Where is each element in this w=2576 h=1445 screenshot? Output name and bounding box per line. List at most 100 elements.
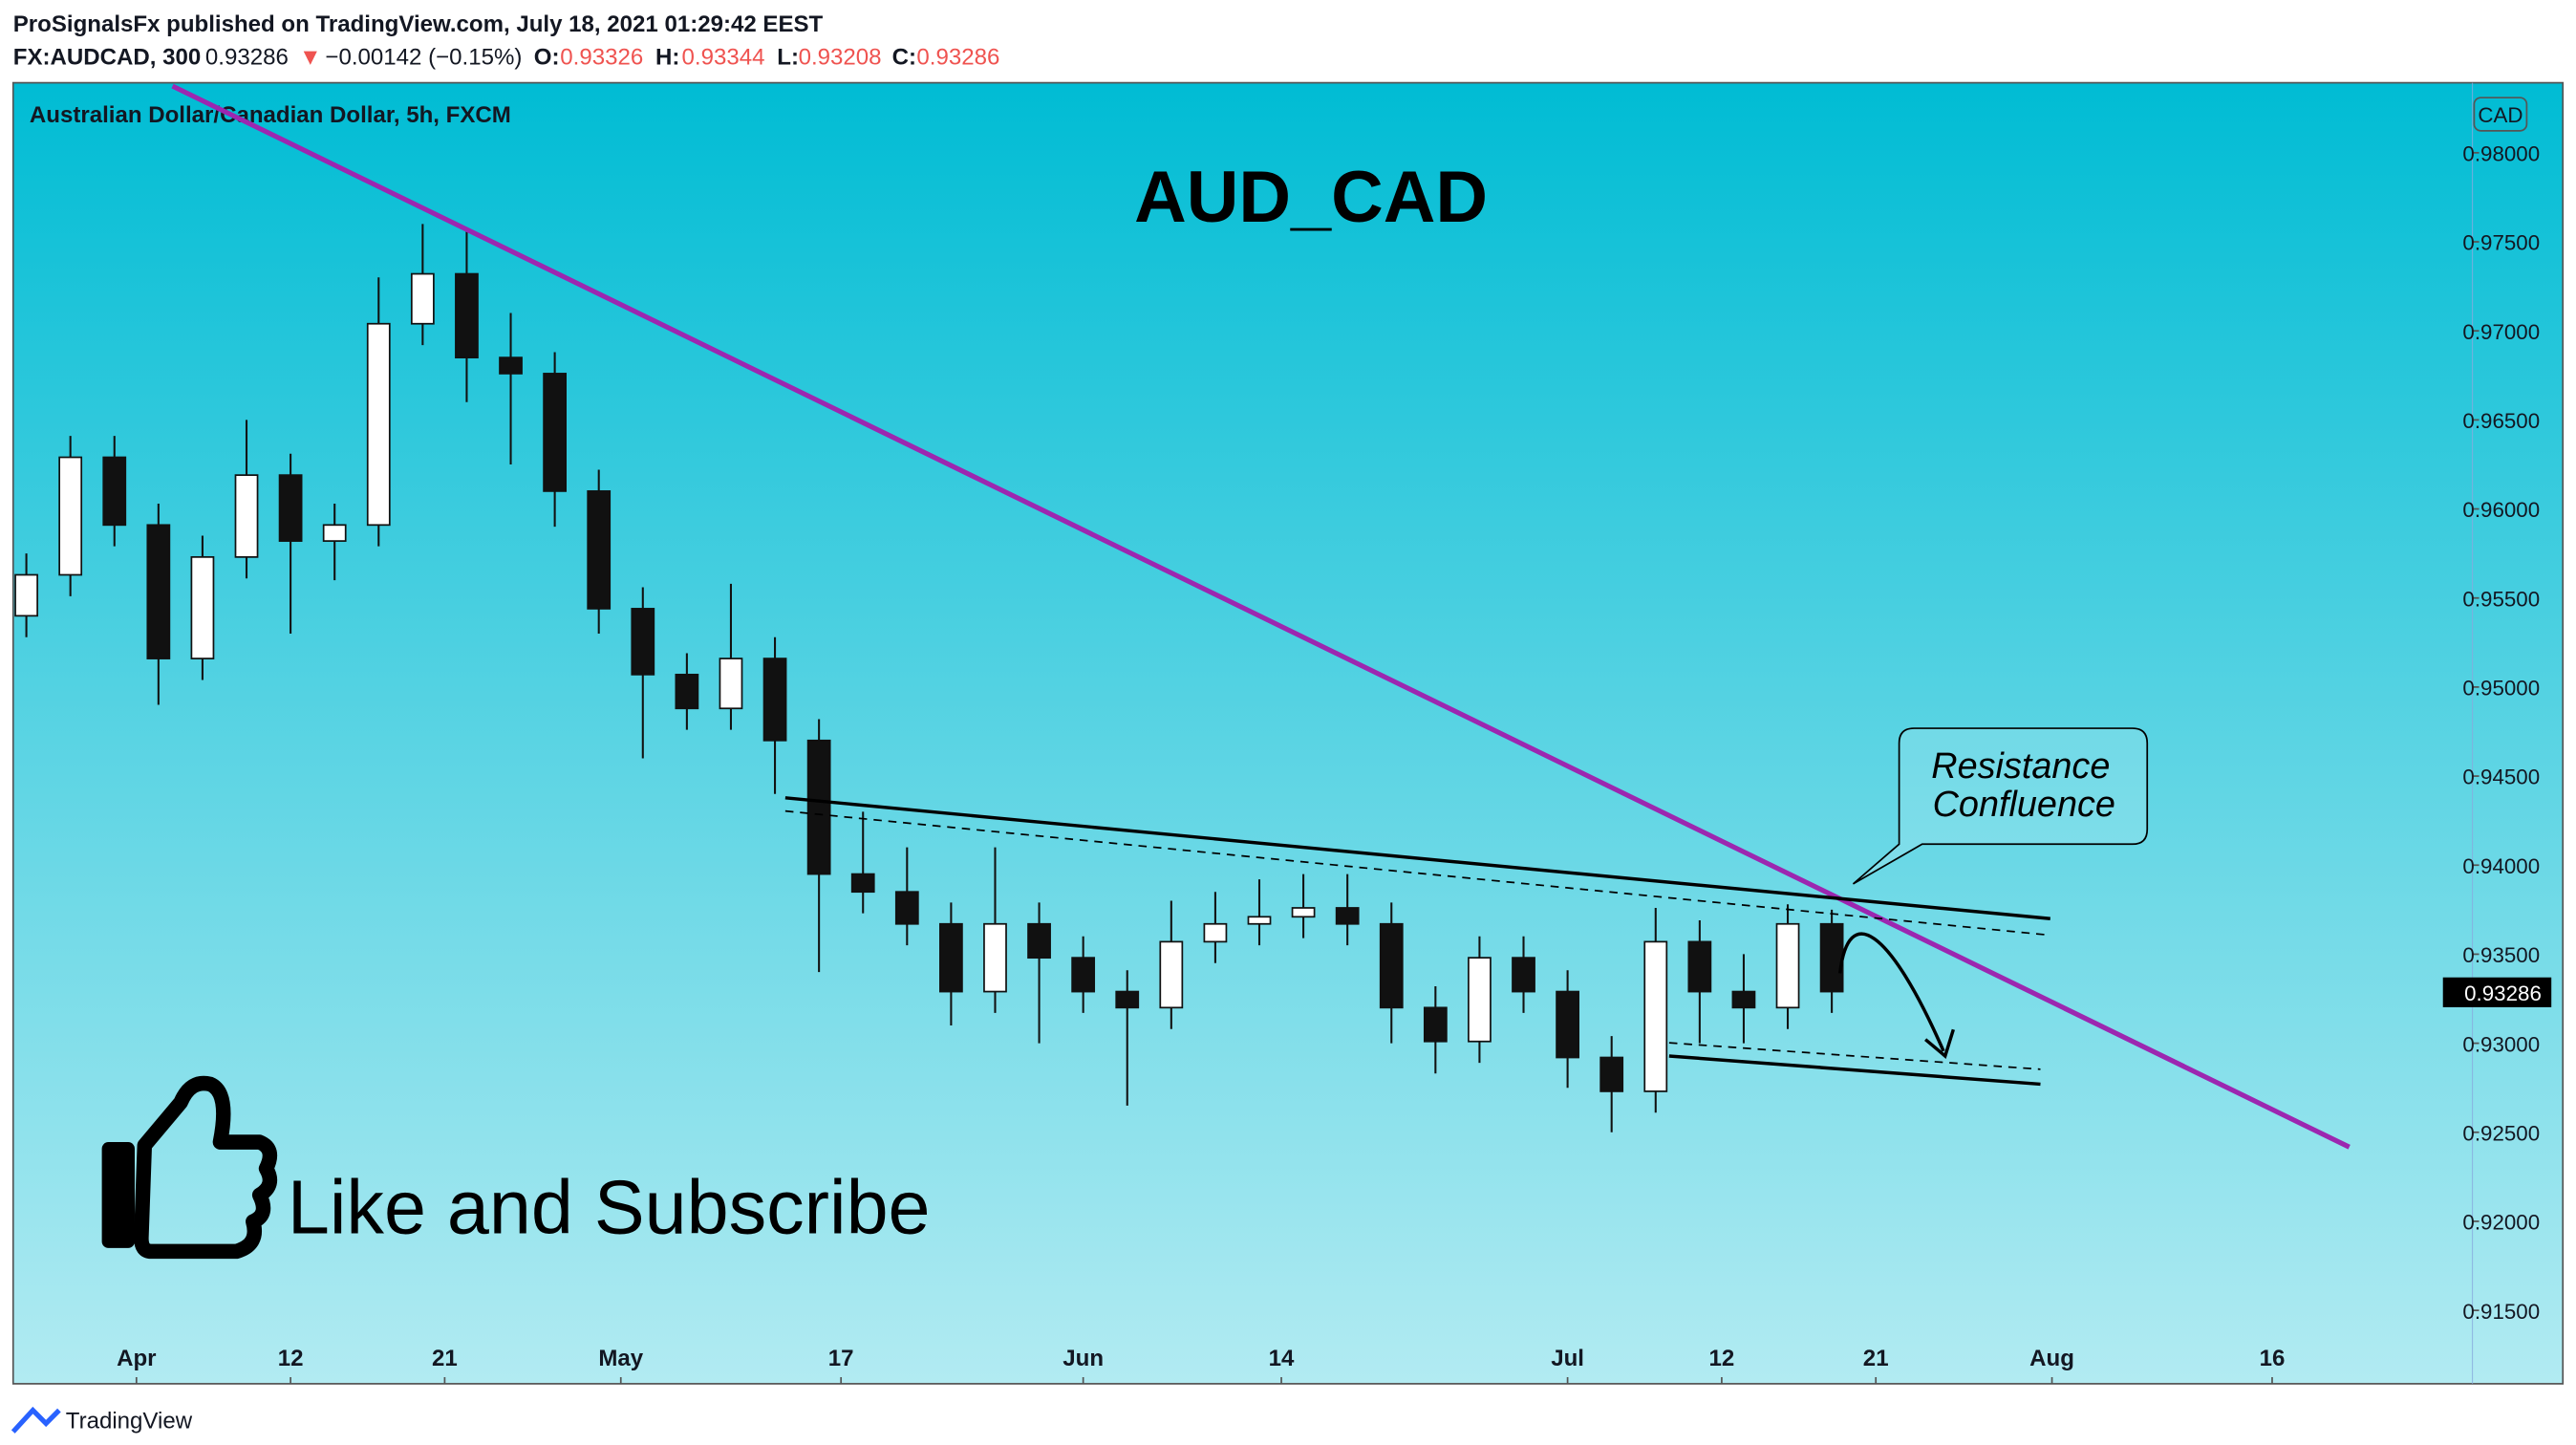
trendline: [171, 83, 2351, 1150]
y-tick-label: 0.91500: [2462, 1300, 2540, 1324]
candle-body: [983, 922, 1007, 993]
arrow: ▼: [299, 44, 322, 70]
y-tick-label: 0.94500: [2462, 766, 2540, 789]
chart-area: [11, 81, 2565, 1385]
candle-body: [102, 456, 127, 527]
y-tick-label: 0.96500: [2462, 409, 2540, 433]
header-quote: FX:AUDCAD, 300 0.93286 ▼ −0.00142 (−0.15…: [13, 44, 1000, 70]
x-tick-label: 21: [432, 1346, 458, 1371]
currency-box: [2473, 97, 2528, 132]
y-tick-label: 0.98000: [2462, 141, 2540, 165]
candle-body: [1512, 957, 1535, 993]
callout-line: Confluence: [1933, 785, 2115, 825]
candle-body: [1247, 916, 1272, 925]
candle-body: [58, 456, 83, 576]
support-dashed: [1668, 1042, 2041, 1070]
projection-arrow: [1838, 932, 1945, 1052]
x-tick-label: 12: [278, 1346, 304, 1371]
candle-body: [1423, 1006, 1448, 1043]
low: 0.93208: [799, 44, 882, 70]
candle-body: [1468, 957, 1492, 1043]
last-price-box: [2442, 977, 2552, 1007]
y-tick-label: 0.95000: [2462, 676, 2540, 700]
candle-body: [850, 873, 875, 894]
candle-body: [455, 272, 479, 359]
resistance-dashed: [784, 809, 2050, 937]
candle-body: [1731, 990, 1756, 1009]
candle-body: [14, 573, 38, 617]
candle-body: [322, 524, 347, 542]
candle-body: [1556, 990, 1579, 1059]
close-label: C:: [892, 44, 916, 70]
candle-body: [190, 555, 215, 659]
candle-body: [1159, 940, 1184, 1009]
candle-body: [499, 356, 523, 375]
tv-logo: [11, 1406, 61, 1434]
high: 0.93344: [682, 44, 765, 70]
candle-body: [234, 474, 259, 558]
candle-body: [1203, 922, 1228, 943]
candle-body: [410, 272, 435, 325]
publisher: ProSignalsFx published on TradingView.co…: [13, 11, 824, 37]
low-label: L:: [777, 44, 799, 70]
candle-body: [543, 373, 567, 492]
arrow-head: [1924, 1028, 1955, 1059]
resistance-line: [784, 796, 2050, 920]
x-tick-label: 21: [1863, 1346, 1889, 1371]
brand: TradingView: [66, 1409, 193, 1434]
y-tick-label: 0.92500: [2462, 1121, 2540, 1145]
callout-line: Resistance: [1931, 746, 2110, 787]
open-label: O:: [534, 44, 560, 70]
y-tick-label: 0.96000: [2462, 498, 2540, 522]
candle-body: [1027, 922, 1051, 960]
promo-text: Like and Subscribe: [288, 1164, 931, 1249]
candle-body: [278, 474, 303, 542]
candle-body: [1819, 922, 1844, 993]
open: 0.93326: [560, 44, 643, 70]
candle-body: [1335, 907, 1360, 925]
plot: 0.91500 0.92000 0.92500 0.93000 0.93500 0.940…: [14, 141, 2540, 1384]
candle-body: [1775, 922, 1800, 1009]
y-tick-label: 0.93000: [2462, 1032, 2540, 1056]
candle-body: [1599, 1056, 1624, 1092]
close: 0.93286: [916, 44, 999, 70]
price: 0.93286: [205, 44, 289, 70]
x-tick-label: Jun: [1063, 1346, 1104, 1371]
candle-body: [806, 739, 831, 875]
x-tick-label: Jul: [1551, 1346, 1584, 1371]
candle-body: [1643, 940, 1668, 1092]
candle-body: [1379, 922, 1404, 1009]
candle-body: [719, 658, 743, 710]
support-line: [1668, 1054, 2041, 1087]
candle-body: [894, 891, 919, 925]
candle-body: [939, 922, 963, 993]
x-tick-label: Apr: [117, 1346, 157, 1371]
y-tick-label: 0.93500: [2462, 943, 2540, 967]
change: −0.00142 (−0.15%): [325, 44, 522, 70]
y-tick-label: 0.97000: [2462, 320, 2540, 344]
x-tick-label: May: [598, 1346, 643, 1371]
y-tick-label: 0.97500: [2462, 231, 2540, 255]
callout-box: [1852, 727, 2149, 885]
x-tick-label: 12: [1709, 1346, 1735, 1371]
x-tick-label: 14: [1269, 1346, 1295, 1371]
x-tick-label: Aug: [2029, 1346, 2074, 1371]
symbol: FX:AUDCAD, 300: [13, 44, 201, 70]
y-tick-label: 0.92000: [2462, 1211, 2540, 1235]
y-tick-label: 0.95500: [2462, 587, 2540, 611]
last-price-label: 0.93286: [2464, 981, 2542, 1005]
chart-subtitle: Australian Dollar/Canadian Dollar, 5h, F…: [30, 102, 511, 128]
candle-body: [631, 608, 655, 676]
candle-body: [366, 322, 391, 527]
x-tick-label: 16: [2260, 1346, 2286, 1371]
candle-body: [675, 673, 699, 710]
candle-body: [1687, 940, 1712, 993]
chart-title: AUD_CAD: [1134, 157, 1488, 238]
high-label: H:: [655, 44, 679, 70]
currency: CAD: [2478, 103, 2522, 127]
thumb-icon: [101, 1075, 278, 1260]
candle-body: [587, 490, 612, 610]
candle-body: [1071, 957, 1096, 993]
